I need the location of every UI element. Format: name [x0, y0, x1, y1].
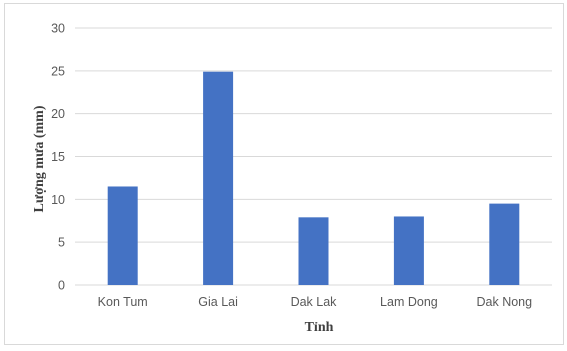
y-tick-label: 10: [51, 193, 65, 207]
bar-dak-lak: [298, 217, 329, 285]
x-tick-label: Kon Tum: [98, 295, 148, 309]
bar-kon-tum: [107, 186, 138, 285]
x-tick-labels: Kon Tum Gia Lai Dak Lak Lam Dong Dak Nong: [98, 295, 532, 309]
x-axis-title: Tỉnh: [305, 320, 334, 335]
y-axis-title: Lượng mưa (mm): [32, 105, 47, 212]
bar-dak-nong: [489, 203, 520, 285]
gridlines: [75, 27, 552, 286]
x-tick-label: Dak Nong: [477, 295, 533, 309]
bar-chart: 0 5 10 15 20 25 30 Kon Tum Gia Lai Dak Lak Lam Do…: [32, 22, 552, 335]
bar-gia-lai: [203, 71, 234, 285]
y-tick-label: 0: [58, 279, 65, 293]
x-tick-label: Dak Lak: [291, 295, 338, 309]
bars: [107, 71, 520, 285]
y-tick-label: 15: [51, 150, 65, 164]
bar-lam-dong: [393, 216, 424, 285]
y-tick-label: 5: [58, 236, 65, 250]
y-tick-label: 25: [51, 64, 65, 78]
y-tick-label: 30: [51, 22, 65, 36]
chart-frame: 0 5 10 15 20 25 30 Kon Tum Gia Lai Dak Lak Lam Do…: [4, 3, 564, 345]
y-tick-label: 20: [51, 107, 65, 121]
y-tick-labels: 0 5 10 15 20 25 30: [51, 22, 65, 293]
x-tick-label: Gia Lai: [198, 295, 238, 309]
x-tick-label: Lam Dong: [380, 295, 438, 309]
